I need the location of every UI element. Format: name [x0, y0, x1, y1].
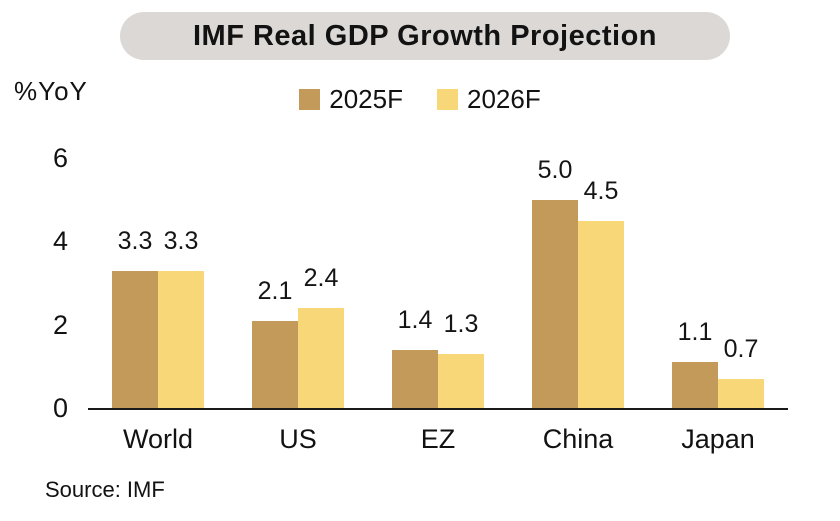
legend-swatch-2025f [299, 89, 321, 110]
bar-group-world: 3.3 3.3 [112, 226, 204, 408]
legend-label-2025f: 2025F [329, 84, 403, 114]
y-tick-2: 2 [52, 309, 68, 340]
x-label-china: China [542, 424, 614, 454]
bar-col-world-2026f: 3.3 [158, 226, 204, 408]
bar-group-japan: 1.1 0.7 [672, 318, 764, 408]
x-label-us: US [279, 424, 317, 454]
bar-ez-2026f [438, 353, 484, 408]
value-label-ez-2025f: 1.4 [397, 305, 433, 334]
legend-item-2026f: 2026F [437, 84, 541, 115]
x-axis-line [88, 408, 788, 410]
source-note: Source: IMF [45, 477, 165, 502]
plot-area: 0 2 4 6 3.3 3.3 2.1 2.4 1.4 1.3 5.0 4.5 1.1 0.7 Worl… [53, 145, 788, 454]
value-label-world-2025f: 3.3 [117, 226, 153, 255]
value-label-china-2026f: 4.5 [583, 176, 619, 205]
legend-item-2025f: 2025F [299, 84, 403, 115]
value-label-us-2025f: 2.1 [257, 276, 293, 305]
bar-col-us-2025f: 2.1 [252, 276, 298, 408]
bar-japan-2026f [718, 378, 764, 408]
y-tick-4: 4 [52, 226, 68, 257]
x-label-world: World [122, 424, 194, 454]
chart-title: IMF Real GDP Growth Projection [120, 12, 730, 60]
x-axis-labels: World US EZ China Japan [88, 424, 788, 455]
value-label-us-2026f: 2.4 [303, 264, 339, 292]
y-tick-6: 6 [52, 143, 68, 173]
bar-col-ez-2026f: 1.3 [438, 310, 484, 408]
bar-china-2025f [532, 199, 578, 408]
x-label-japan: Japan [681, 424, 755, 454]
legend-swatch-2026f [437, 89, 458, 110]
bar-col-world-2025f: 3.3 [112, 226, 158, 408]
bar-col-japan-2026f: 0.7 [718, 335, 764, 408]
bar-col-japan-2025f: 1.1 [672, 318, 718, 408]
value-label-ez-2026f: 1.3 [443, 309, 479, 338]
bar-china-2026f [578, 220, 624, 408]
legend: 2025F 2026F [0, 84, 840, 115]
bar-japan-2025f [672, 362, 718, 408]
y-axis-label: %YoY [14, 76, 88, 106]
bar-world-2025f [112, 270, 158, 408]
y-axis-ticks: 0 2 4 6 [16, 145, 74, 422]
bar-col-ez-2025f: 1.4 [392, 306, 438, 408]
bar-col-us-2026f: 2.4 [298, 264, 344, 408]
value-label-world-2026f: 3.3 [163, 226, 199, 255]
bar-group-china: 5.0 4.5 [532, 156, 624, 408]
x-label-ez: EZ [420, 424, 456, 454]
y-tick-0: 0 [52, 393, 68, 423]
bars-area: 3.3 3.3 2.1 2.4 1.4 1.3 5.0 4.5 1.1 0.7 [88, 156, 788, 408]
bar-us-2026f [298, 308, 344, 408]
bar-us-2025f [252, 320, 298, 408]
bar-world-2026f [158, 270, 204, 408]
value-label-japan-2025f: 1.1 [677, 318, 713, 347]
value-label-japan-2026f: 0.7 [723, 334, 759, 363]
bar-ez-2025f [392, 349, 438, 408]
bar-col-china-2025f: 5.0 [532, 156, 578, 408]
bar-group-us: 2.1 2.4 [252, 264, 344, 408]
value-label-china-2025f: 5.0 [537, 155, 573, 184]
legend-label-2026f: 2026F [467, 84, 541, 114]
bar-group-ez: 1.4 1.3 [392, 306, 484, 408]
bar-col-china-2026f: 4.5 [578, 176, 624, 408]
